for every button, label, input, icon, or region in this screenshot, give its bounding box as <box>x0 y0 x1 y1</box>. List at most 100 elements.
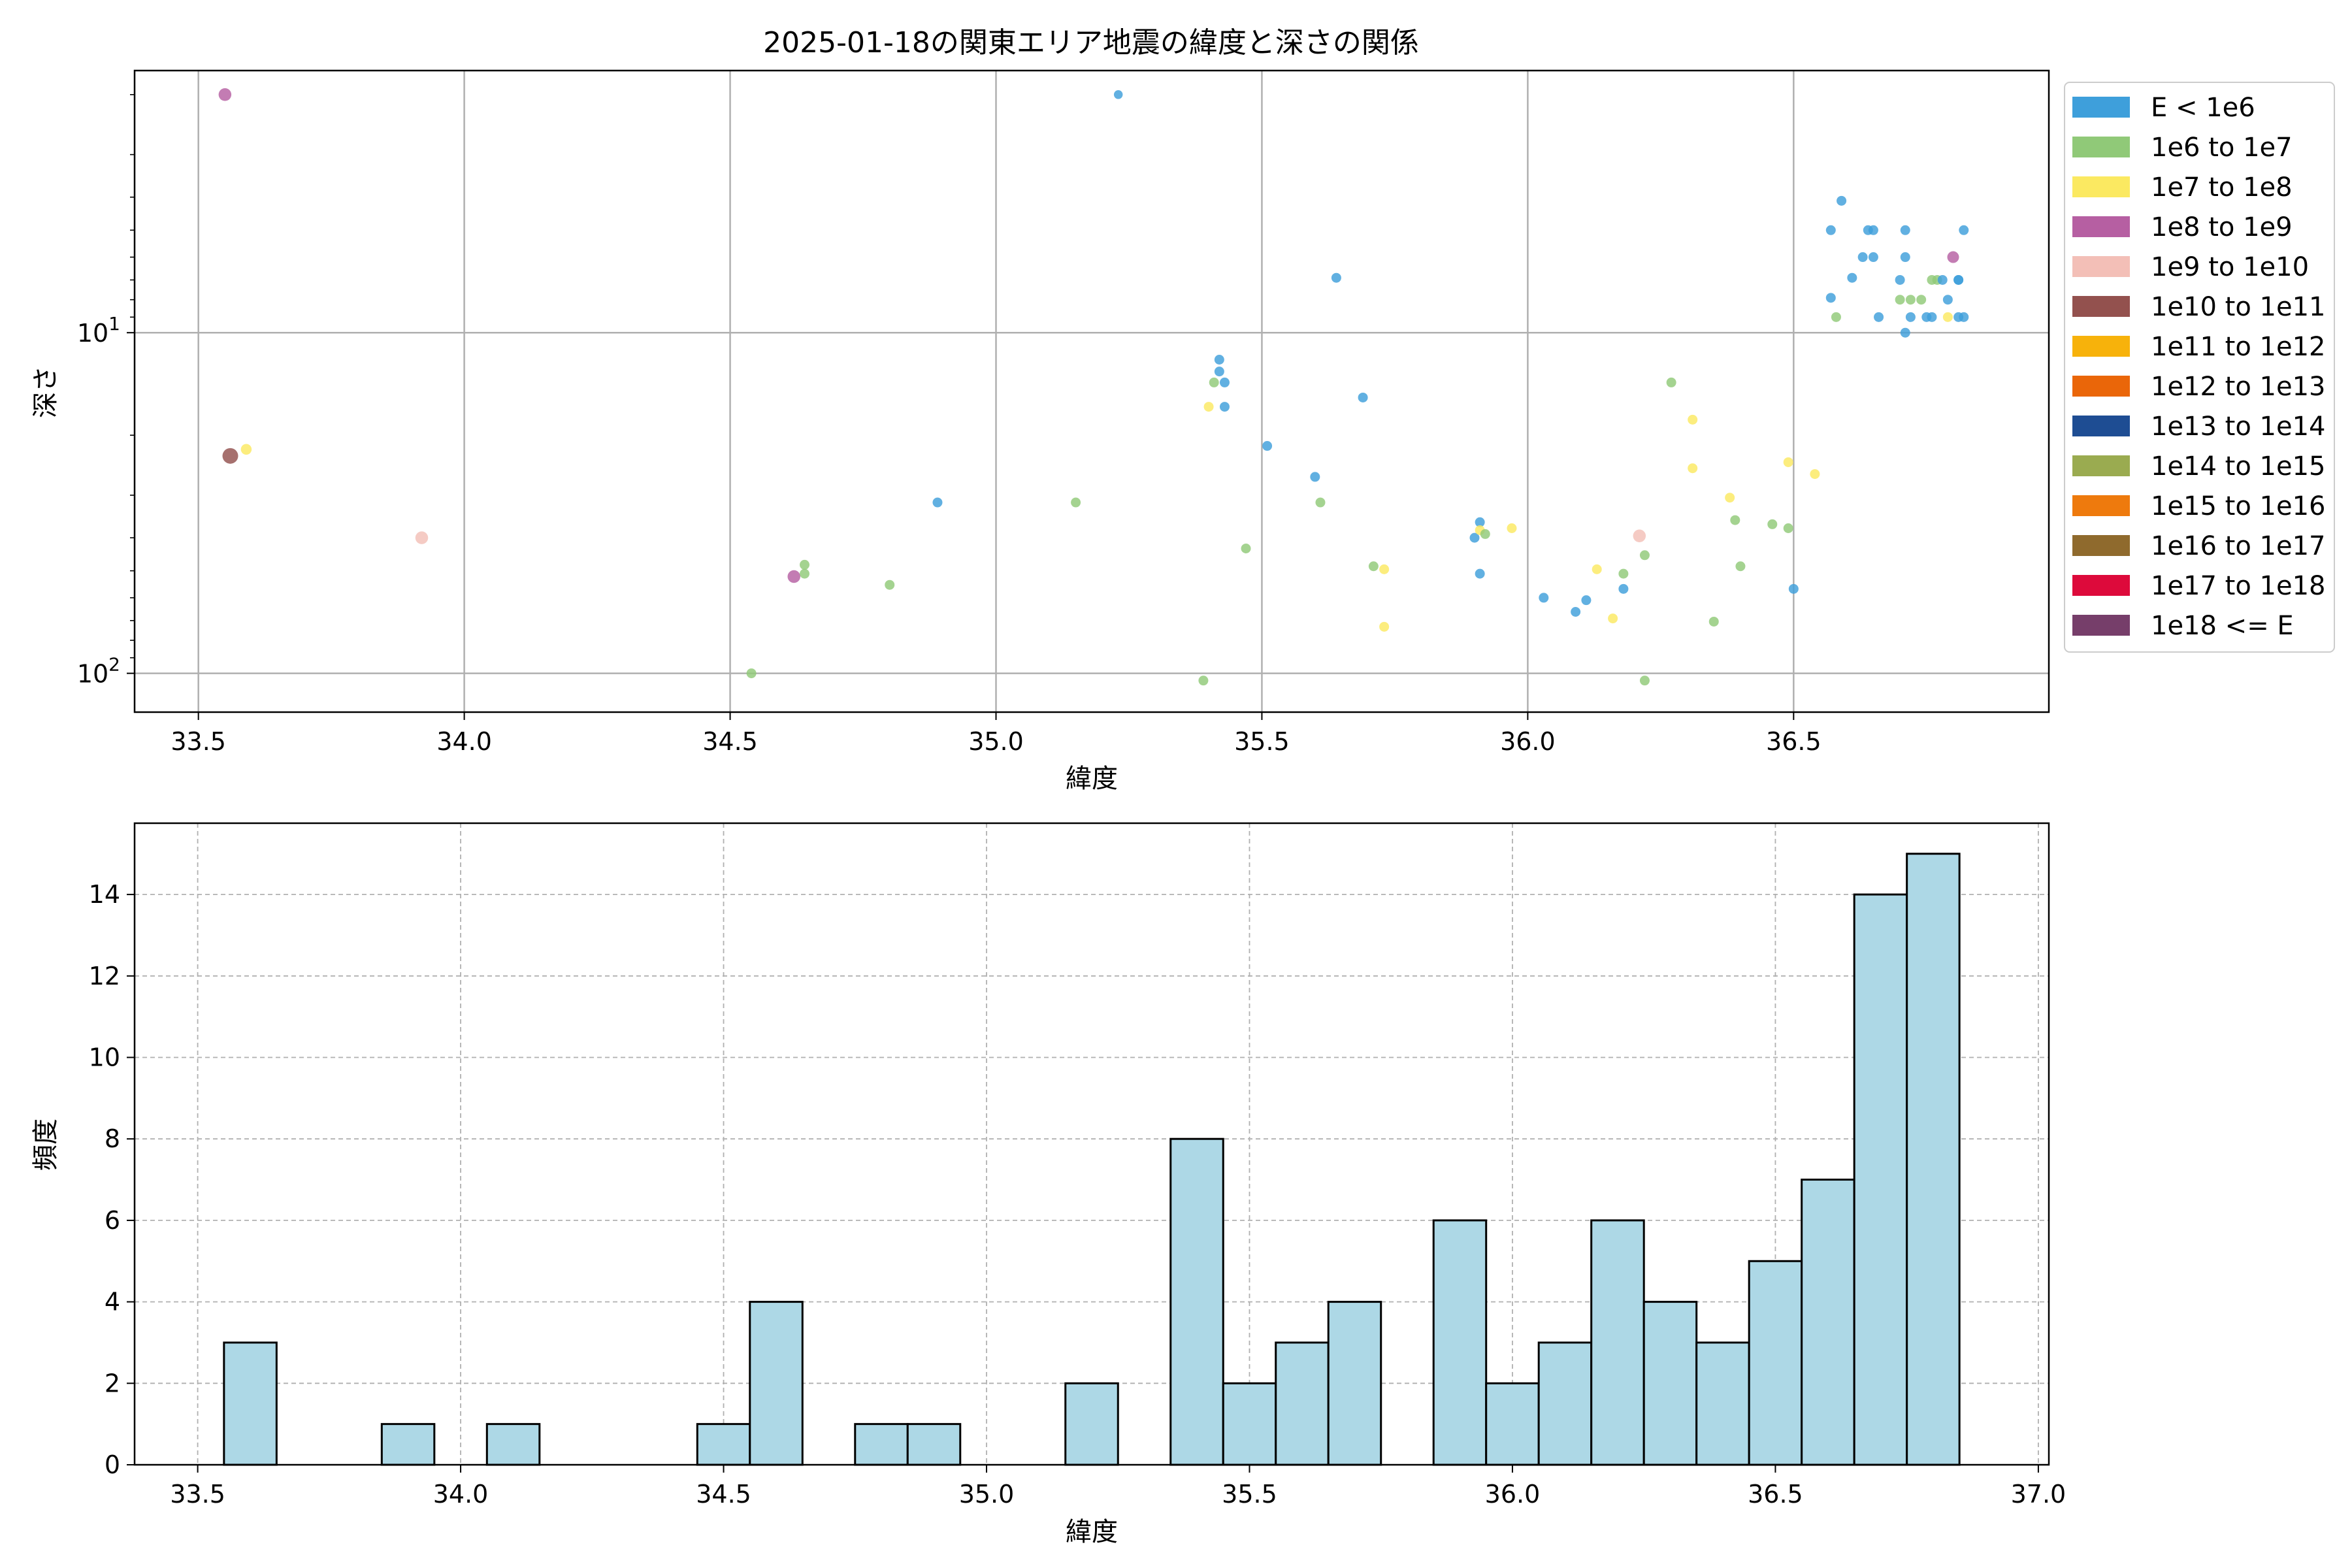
scatter-point <box>1905 295 1916 305</box>
scatter-y-tick-label: 101 <box>77 313 120 348</box>
scatter-point <box>1730 515 1740 525</box>
scatter-point <box>1475 517 1485 527</box>
scatter-point <box>1358 392 1368 402</box>
scatter-point <box>1927 312 1937 322</box>
scatter-point <box>1379 564 1390 574</box>
scatter-point <box>885 580 895 590</box>
histogram-y-tick-label: 0 <box>105 1450 120 1479</box>
histogram-bar <box>1853 893 1908 1466</box>
histogram-bar <box>854 1423 909 1466</box>
histogram-y-tick-label: 14 <box>89 880 120 909</box>
scatter-point <box>1953 274 1964 285</box>
scatter-point <box>1868 225 1878 235</box>
scatter-point <box>1688 463 1698 474</box>
legend-label: 1e15 to 1e16 <box>2151 491 2326 521</box>
legend-frame <box>2064 82 2335 653</box>
scatter-point <box>1900 252 1910 263</box>
legend-swatch <box>2072 416 2130 436</box>
scatter-point <box>1214 355 1224 365</box>
legend-label: 1e16 to 1e17 <box>2151 531 2326 561</box>
histogram-y-ticks: 0 2 4 6 8 10 12 14 <box>89 880 135 1479</box>
scatter-point <box>1900 225 1910 235</box>
legend-label: 1e7 to 1e8 <box>2151 172 2293 203</box>
histogram-bar <box>1327 1301 1382 1466</box>
scatter-point <box>1581 595 1592 606</box>
scatter-point <box>1203 402 1214 412</box>
scatter-point <box>1633 529 1646 543</box>
scatter-y-tick-label: 102 <box>77 654 120 689</box>
scatter-plot: 2025-01-18の関東エリア地震の緯度と深さの関係 33.5 34.0 34.5… <box>31 26 2050 794</box>
legend-label: 1e11 to 1e12 <box>2151 332 2326 362</box>
scatter-point <box>1592 564 1602 574</box>
legend-label: 1e13 to 1e14 <box>2151 412 2326 442</box>
scatter-point <box>1219 402 1230 412</box>
scatter-point <box>1639 550 1650 561</box>
legend-entries: E < 1e6 1e6 to 1e7 1e7 to 1e8 1e8 to 1e9 1e9… <box>2072 93 2326 641</box>
histogram-bar <box>1485 1382 1540 1466</box>
scatter-point <box>1071 497 1081 508</box>
scatter-point <box>1469 532 1480 543</box>
histogram-gridlines <box>135 823 2049 1465</box>
legend-swatch <box>2072 535 2130 556</box>
histogram-bars <box>223 853 1961 1466</box>
histogram-axes-frame <box>133 822 2050 1466</box>
legend-swatch <box>2072 495 2130 516</box>
scatter-point <box>1608 613 1618 624</box>
histogram-x-ticks: 33.5 34.0 34.5 35.0 35.5 36.0 36.5 37.0 <box>170 1465 2066 1509</box>
scatter-point <box>1895 295 1905 305</box>
scatter-point <box>1825 225 1836 235</box>
histogram-x-axis-label: 緯度 <box>1066 1517 1118 1547</box>
scatter-point <box>218 88 232 101</box>
legend-swatch <box>2072 137 2130 157</box>
scatter-point <box>1214 367 1224 377</box>
legend-label: 1e17 to 1e18 <box>2151 571 2326 601</box>
histogram-y-tick-label: 2 <box>105 1369 120 1397</box>
histogram-bar <box>1748 1260 1803 1466</box>
scatter-point <box>1618 568 1629 579</box>
scatter-x-tick-label: 35.0 <box>968 727 1024 756</box>
histogram-x-tick-label: 36.0 <box>1485 1480 1541 1509</box>
scatter-x-axis-label: 緯度 <box>1066 764 1118 794</box>
scatter-point <box>1571 607 1581 617</box>
histogram-bar <box>1064 1382 1119 1466</box>
scatter-point <box>415 531 429 544</box>
legend-label: 1e12 to 1e13 <box>2151 372 2326 402</box>
scatter-point <box>1942 295 1953 305</box>
scatter-point <box>1942 312 1953 322</box>
histogram-x-tick-label: 33.5 <box>170 1480 225 1509</box>
histogram-bar <box>1275 1341 1330 1466</box>
scatter-point <box>1874 312 1884 322</box>
scatter-point <box>1788 583 1799 594</box>
scatter-point <box>1219 377 1230 387</box>
legend-swatch <box>2072 216 2130 237</box>
legend-swatch <box>2072 176 2130 197</box>
scatter-points <box>218 88 1969 686</box>
histogram-x-tick-label: 34.0 <box>433 1480 489 1509</box>
legend-swatch <box>2072 336 2130 357</box>
scatter-point <box>787 570 800 583</box>
scatter-point <box>1959 312 1969 322</box>
histogram-bar <box>749 1301 804 1466</box>
scatter-point <box>746 668 757 679</box>
legend-label: 1e8 to 1e9 <box>2151 212 2293 242</box>
histogram-y-tick-label: 8 <box>105 1124 120 1153</box>
scatter-x-tick-label: 34.5 <box>702 727 758 756</box>
legend-label: 1e18 <= E <box>2151 611 2294 641</box>
scatter-point <box>1241 543 1251 553</box>
legend-swatch <box>2072 97 2130 118</box>
legend-label: E < 1e6 <box>2151 93 2255 123</box>
scatter-point <box>240 444 252 455</box>
scatter-point <box>1315 497 1326 508</box>
legend-label: 1e14 to 1e15 <box>2151 451 2326 482</box>
scatter-y-ticks: 101 102 <box>77 93 135 689</box>
histogram: 33.5 34.0 34.5 35.0 35.5 36.0 36.5 37.0 0 2 4 6 8 10… <box>31 822 2066 1547</box>
scatter-point <box>1262 441 1273 451</box>
histogram-y-tick-label: 12 <box>89 962 120 990</box>
scatter-point <box>1507 523 1517 534</box>
legend-swatch <box>2072 455 2130 476</box>
histogram-bar <box>1906 853 1961 1466</box>
histogram-x-tick-label: 37.0 <box>2011 1480 2066 1509</box>
scatter-point <box>1209 377 1219 387</box>
scatter-point <box>1688 414 1698 425</box>
